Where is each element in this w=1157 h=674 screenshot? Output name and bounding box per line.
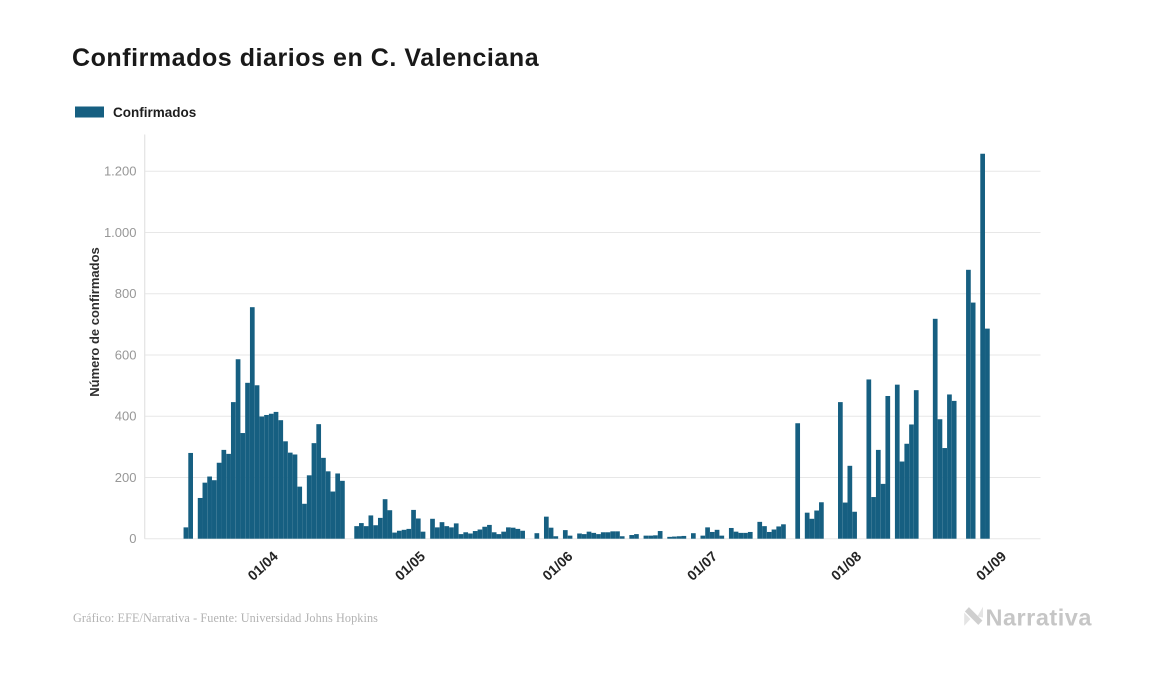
svg-text:0: 0 xyxy=(129,531,136,546)
svg-text:600: 600 xyxy=(115,347,137,362)
svg-text:01/09: 01/09 xyxy=(973,548,1010,584)
svg-text:200: 200 xyxy=(115,470,137,485)
svg-text:Número de confirmados: Número de confirmados xyxy=(87,247,102,397)
svg-text:1.200: 1.200 xyxy=(104,164,137,179)
svg-text:01/07: 01/07 xyxy=(684,548,721,584)
svg-text:01/08: 01/08 xyxy=(828,548,865,584)
svg-text:1.000: 1.000 xyxy=(104,225,137,240)
svg-text:01/05: 01/05 xyxy=(392,548,429,584)
svg-text:01/04: 01/04 xyxy=(244,548,281,584)
svg-text:800: 800 xyxy=(115,286,137,301)
svg-text:01/06: 01/06 xyxy=(539,548,576,584)
svg-text:Confirmados: Confirmados xyxy=(113,105,196,120)
svg-text:Narrativa: Narrativa xyxy=(986,604,1093,630)
svg-text:400: 400 xyxy=(115,409,137,424)
